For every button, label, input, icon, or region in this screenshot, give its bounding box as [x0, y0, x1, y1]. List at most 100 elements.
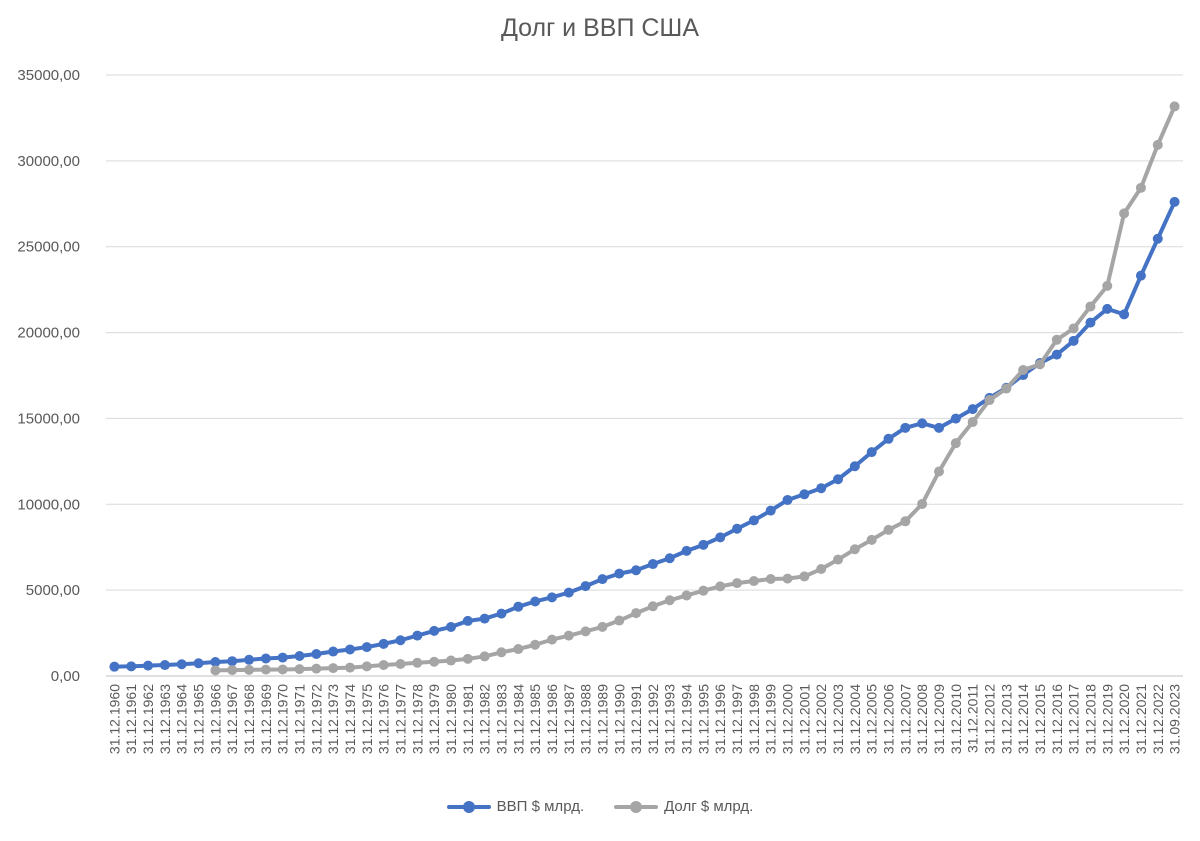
- data-point: [715, 581, 726, 592]
- data-point: [479, 651, 490, 662]
- data-point: [378, 638, 389, 649]
- data-point: [496, 647, 507, 658]
- data-point: [176, 659, 187, 670]
- data-point: [244, 654, 255, 665]
- legend-item: ВВП $ млрд.: [446, 798, 585, 815]
- x-tick-label: 31.09.2023: [1167, 684, 1183, 754]
- chart-area: 0,00 5000,00 10000,00 15000,00 20000,00 25000…: [17, 67, 1183, 754]
- data-point: [260, 664, 271, 675]
- legend-item: Долг $ млрд.: [614, 798, 753, 815]
- series-line: [112, 199, 1177, 669]
- x-tick-label: 31.12.1970: [275, 684, 291, 754]
- data-point: [143, 660, 154, 671]
- data-point: [378, 660, 389, 671]
- data-point: [126, 661, 137, 672]
- x-tick-label: 31.12.2013: [998, 684, 1014, 754]
- data-point: [1169, 196, 1180, 207]
- data-point: [698, 539, 709, 550]
- data-point: [1152, 233, 1163, 244]
- data-point: [799, 489, 810, 500]
- data-point: [210, 665, 221, 676]
- data-point: [1169, 101, 1180, 112]
- x-tick-label: 31.12.1996: [712, 684, 728, 754]
- data-point: [732, 523, 743, 534]
- data-point: [933, 422, 944, 433]
- data-point: [244, 664, 255, 675]
- x-tick-label: 31.12.1986: [544, 684, 560, 754]
- series-gdp: [109, 196, 1180, 672]
- data-point: [748, 576, 759, 587]
- data-point: [849, 544, 860, 555]
- x-tick-label: 31.12.1968: [241, 684, 257, 754]
- x-tick-label: 31.12.1995: [695, 684, 711, 754]
- x-tick-label: 31.12.1980: [443, 684, 459, 754]
- legend-label: ВВП $ млрд.: [496, 798, 585, 815]
- data-point: [159, 660, 170, 671]
- x-tick-label: 31.12.1963: [157, 684, 173, 754]
- data-point: [614, 568, 625, 579]
- x-tick-label: 31.12.2009: [931, 684, 947, 754]
- data-point: [277, 652, 288, 663]
- data-point: [1119, 208, 1130, 219]
- x-tick-label: 31.12.2015: [1032, 684, 1048, 754]
- x-tick-label: 31.12.1982: [477, 684, 493, 754]
- data-point: [664, 553, 675, 564]
- data-point: [1018, 365, 1029, 376]
- y-axis: 0,00 5000,00 10000,00 15000,00 20000,00 25000…: [17, 67, 80, 685]
- data-point: [1102, 280, 1113, 291]
- x-tick-label: 31.12.1991: [628, 684, 644, 754]
- series-layer: [109, 101, 1180, 676]
- x-tick-label: 31.12.1974: [342, 684, 358, 754]
- data-point: [563, 630, 574, 641]
- series-debt: [210, 101, 1180, 676]
- x-tick-label: 31.12.2003: [830, 684, 846, 754]
- data-point: [345, 662, 356, 673]
- data-point: [816, 483, 827, 494]
- data-point: [227, 665, 238, 676]
- data-point: [109, 661, 120, 672]
- x-tick-label: 31.12.2010: [948, 684, 964, 754]
- data-point: [933, 466, 944, 477]
- data-point: [479, 613, 490, 624]
- data-point: [681, 590, 692, 601]
- data-point: [311, 649, 322, 660]
- data-point: [984, 395, 995, 406]
- y-tick-label: 15000,00: [17, 410, 80, 427]
- data-point: [1085, 301, 1096, 312]
- data-point: [328, 663, 339, 674]
- data-point: [782, 494, 793, 505]
- x-tick-label: 31.12.1985: [527, 684, 543, 754]
- legend-marker: [630, 800, 643, 813]
- data-point: [462, 653, 473, 664]
- y-tick-label: 5000,00: [26, 582, 80, 599]
- data-point: [445, 621, 456, 632]
- x-tick-label: 31.12.1984: [510, 684, 526, 754]
- data-point: [1152, 139, 1163, 150]
- x-tick-label: 31.12.2004: [847, 684, 863, 754]
- x-tick-label: 31.12.1989: [594, 684, 610, 754]
- legend-marker: [462, 800, 475, 813]
- data-point: [513, 644, 524, 655]
- x-tick-label: 31.12.1988: [578, 684, 594, 754]
- x-tick-label: 31.12.1994: [679, 684, 695, 754]
- x-tick-label: 31.12.1981: [460, 684, 476, 754]
- data-point: [833, 474, 844, 485]
- x-tick-label: 31.12.1976: [376, 684, 392, 754]
- x-tick-label: 31.12.1967: [224, 684, 240, 754]
- data-point: [765, 573, 776, 584]
- data-point: [917, 418, 928, 429]
- x-tick-label: 31.12.2016: [1049, 684, 1065, 754]
- x-tick-label: 31.12.1973: [325, 684, 341, 754]
- data-point: [799, 571, 810, 582]
- data-point: [748, 515, 759, 526]
- data-point: [866, 534, 877, 545]
- x-tick-label: 31.12.1961: [123, 684, 139, 754]
- data-point: [1034, 359, 1045, 370]
- data-point: [395, 658, 406, 669]
- data-point: [412, 657, 423, 668]
- x-tick-label: 31.12.2018: [1082, 684, 1098, 754]
- x-tick-label: 31.12.2017: [1066, 684, 1082, 754]
- data-point: [732, 578, 743, 589]
- x-tick-label: 31.12.1969: [258, 684, 274, 754]
- x-tick-label: 31.12.1999: [763, 684, 779, 754]
